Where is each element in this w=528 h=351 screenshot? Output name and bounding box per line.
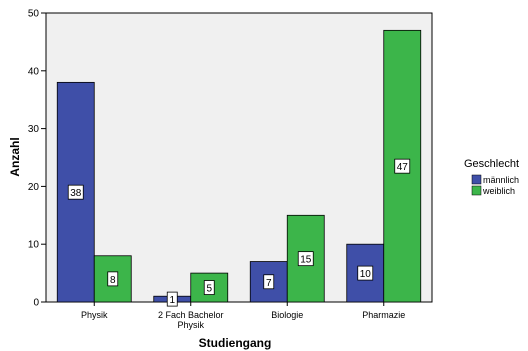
legend: Geschlecht männlich weiblich (464, 158, 519, 196)
data-label-box-1-0 (107, 271, 119, 287)
x-tick-label-2-0: Biologie (271, 310, 303, 320)
y-tick-label-0: 0 (33, 298, 39, 309)
data-label-box-0-2 (263, 274, 275, 290)
data-label-box-0-1 (166, 291, 178, 307)
x-tick-label-1-0: 2 Fach Bachelor (158, 310, 224, 320)
legend-swatch-weiblich (471, 185, 482, 196)
data-label-box-1-3 (394, 158, 411, 174)
data-label-1-2: 15 (300, 255, 312, 266)
data-label-box-0-0 (67, 184, 84, 200)
y-tick-label-2: 20 (28, 182, 40, 193)
y-tick-label-1: 10 (28, 240, 40, 251)
data-label-0-0: 38 (70, 188, 82, 199)
legend-swatch-maennlich (471, 174, 482, 185)
legend-title: Geschlecht (464, 158, 519, 170)
legend-label-maennlich: männlich (483, 175, 519, 185)
legend-label-weiblich: weiblich (482, 186, 515, 196)
data-label-1-3: 47 (397, 162, 409, 173)
data-label-1-0: 8 (110, 275, 116, 286)
data-label-0-1: 1 (169, 295, 175, 306)
x-tick-label-3-0: Pharmazie (362, 310, 405, 320)
data-label-box-0-3 (357, 265, 374, 281)
y-tick-label-3: 30 (28, 124, 40, 135)
data-label-box-1-2 (297, 251, 314, 267)
data-label-0-2: 7 (266, 278, 272, 289)
data-label-1-1: 5 (206, 284, 212, 295)
data-label-box-1-1 (203, 280, 215, 295)
data-label-0-3: 10 (360, 269, 372, 280)
x-tick-label-1-1: Physik (177, 320, 204, 330)
y-axis-title: Anzahl (8, 137, 22, 176)
y-tick-label-5: 50 (28, 9, 40, 20)
x-tick-label-0-0: Physik (81, 310, 108, 320)
x-axis-title: Studiengang (199, 336, 272, 350)
y-tick-label-4: 40 (28, 66, 40, 77)
